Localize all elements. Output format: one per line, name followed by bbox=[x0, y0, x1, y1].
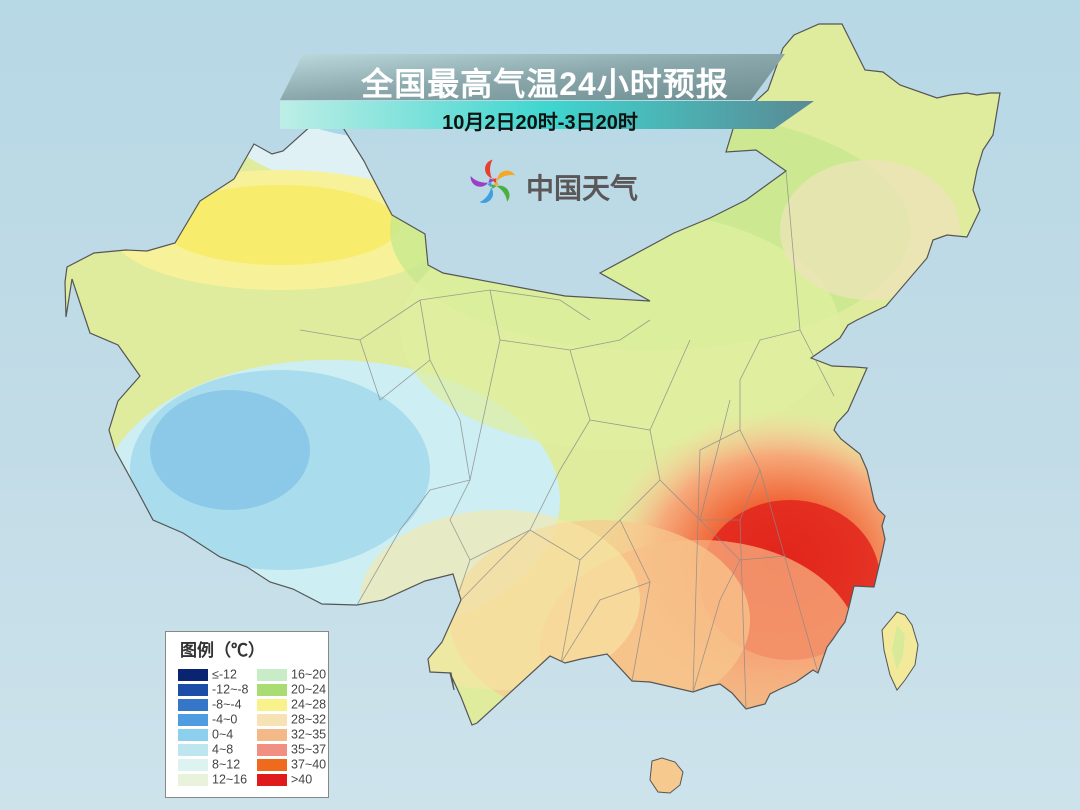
svg-text:中国天气: 中国天气 bbox=[526, 173, 638, 204]
svg-text:28~32: 28~32 bbox=[291, 713, 326, 727]
svg-text:-12~-8: -12~-8 bbox=[212, 683, 249, 697]
svg-text:37~40: 37~40 bbox=[291, 758, 326, 772]
svg-text:-4~0: -4~0 bbox=[212, 713, 237, 727]
svg-text:-8~-4: -8~-4 bbox=[212, 698, 242, 712]
svg-text:4~8: 4~8 bbox=[212, 743, 233, 757]
svg-text:8~12: 8~12 bbox=[212, 758, 240, 772]
svg-text:35~37: 35~37 bbox=[291, 743, 326, 757]
svg-text:32~35: 32~35 bbox=[291, 728, 326, 742]
svg-text:≤-12: ≤-12 bbox=[212, 668, 237, 682]
svg-text:12~16: 12~16 bbox=[212, 773, 247, 787]
svg-text:16~20: 16~20 bbox=[291, 668, 326, 682]
svg-text:20~24: 20~24 bbox=[291, 683, 326, 697]
svg-text:>40: >40 bbox=[291, 773, 312, 787]
svg-text:0~4: 0~4 bbox=[212, 728, 233, 742]
svg-text:24~28: 24~28 bbox=[291, 698, 326, 712]
